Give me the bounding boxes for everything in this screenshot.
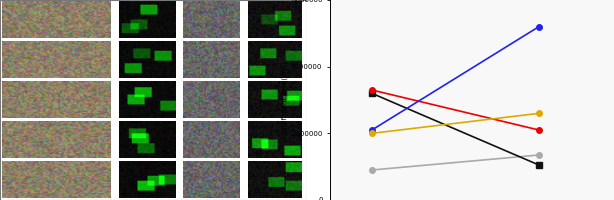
Fibrin glue	[535, 112, 543, 115]
Line: Collage: Collage	[369, 24, 542, 133]
Collage	[368, 129, 376, 131]
Fibrin glue	[368, 132, 376, 135]
Collage	[535, 25, 543, 28]
Gelatin	[535, 129, 543, 131]
Gelatin	[368, 89, 376, 91]
Line: Gelatin: Gelatin	[369, 87, 542, 133]
Line: Matrigel: Matrigel	[369, 91, 542, 168]
Y-axis label: Engraftment Area(μm²): Engraftment Area(μm²)	[281, 61, 288, 139]
Matrigel	[368, 92, 376, 95]
Line: Fibrin glue: Fibrin glue	[369, 111, 542, 136]
No scaffold	[368, 169, 376, 171]
No scaffold	[535, 154, 543, 156]
Line: No scaffold: No scaffold	[369, 152, 542, 173]
Matrigel	[535, 164, 543, 166]
